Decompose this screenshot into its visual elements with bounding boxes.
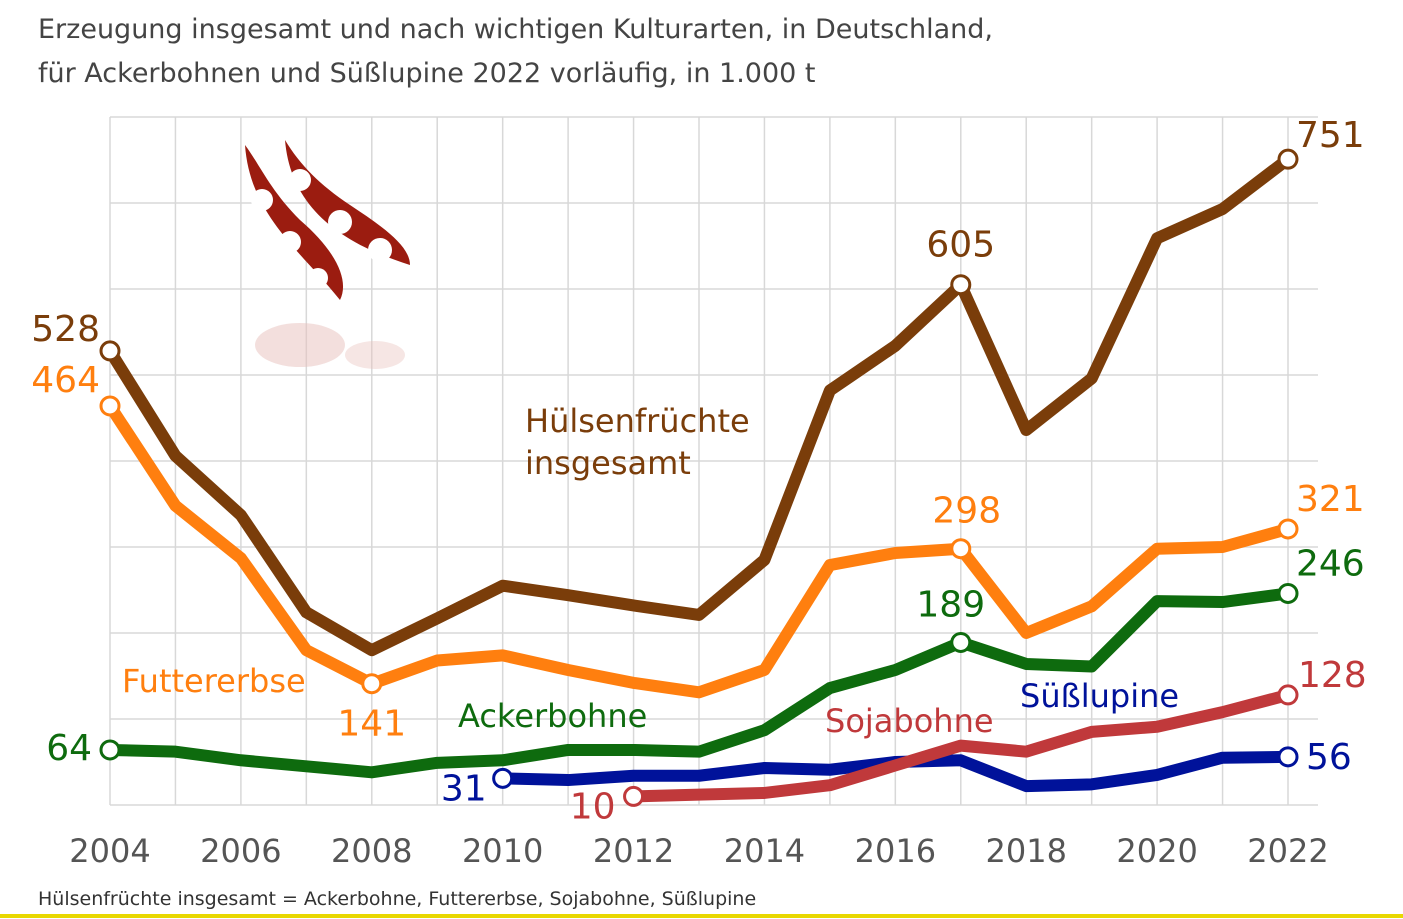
series-label: Sojabohne (825, 702, 994, 740)
data-label: 31 (441, 768, 487, 809)
series-label: Ackerbohne (458, 697, 648, 735)
data-label: 141 (337, 704, 406, 745)
x-tick-label: 2010 (462, 832, 543, 870)
chart-title: Erzeugung insgesamt und nach wichtigen K… (38, 14, 993, 45)
point-marker (950, 538, 972, 560)
data-label: 246 (1296, 543, 1365, 584)
x-tick-label: 2020 (1116, 832, 1197, 870)
data-label: 64 (46, 728, 92, 769)
x-tick-label: 2006 (200, 832, 281, 870)
series-line (104, 153, 1294, 657)
data-label: 751 (1296, 115, 1365, 156)
bean-icon (245, 140, 410, 369)
data-label: 605 (926, 225, 995, 266)
point-marker (950, 274, 972, 296)
point-marker (623, 785, 645, 807)
x-tick-label: 2018 (986, 832, 1067, 870)
x-tick-label: 2012 (593, 832, 674, 870)
x-tick-label: 2016 (855, 832, 936, 870)
data-label: 10 (570, 786, 616, 827)
footnote: Hülsenfrüchte insgesamt = Ackerbohne, Fu… (38, 888, 757, 910)
data-label: 56 (1306, 737, 1352, 778)
point-marker (1277, 148, 1299, 170)
series-label: Süßlupine (1020, 677, 1180, 715)
data-label: 528 (31, 309, 100, 350)
point-marker (99, 739, 121, 761)
series-line (627, 688, 1294, 803)
point-marker (361, 673, 383, 695)
series-line (104, 587, 1294, 779)
point-marker (1277, 684, 1299, 706)
data-label: 321 (1296, 479, 1365, 520)
data-label: 189 (916, 584, 985, 625)
data-label: 128 (1298, 655, 1367, 696)
series-label: Futtererbse (122, 662, 306, 700)
x-tick-label: 2022 (1247, 832, 1328, 870)
point-marker (492, 767, 514, 789)
point-marker (950, 631, 972, 653)
x-tick-label: 2008 (331, 832, 412, 870)
data-label: 464 (31, 360, 100, 401)
point-marker (1277, 518, 1299, 540)
point-marker (99, 395, 121, 417)
point-marker (1277, 746, 1299, 768)
x-tick-label: 2004 (69, 832, 150, 870)
x-tick-label: 2014 (724, 832, 805, 870)
point-marker (1277, 582, 1299, 604)
chart-subtitle: für Ackerbohnen und Süßlupine 2022 vorlä… (38, 58, 816, 89)
series-label: Hülsenfrüchte insgesamt (525, 402, 750, 482)
series-line (104, 399, 1294, 699)
point-marker (99, 340, 121, 362)
data-label: 298 (932, 491, 1001, 532)
